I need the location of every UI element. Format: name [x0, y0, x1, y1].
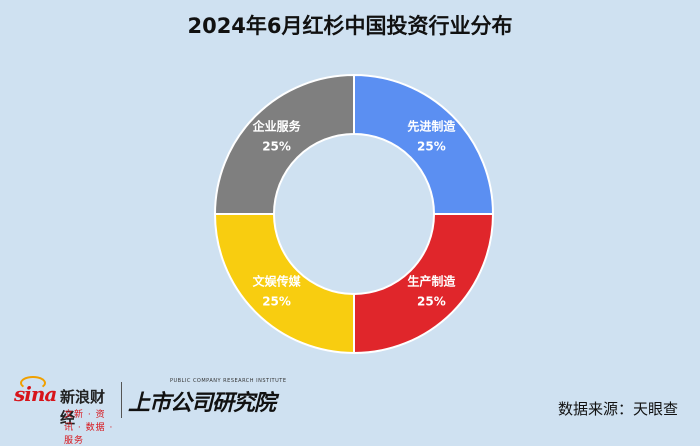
slice-value-label-4: 25%	[262, 140, 291, 154]
institute-english-name: PUBLIC COMPANY RESEARCH INSTITUTE	[170, 378, 287, 384]
slice-name-label-1: 先进制造	[407, 119, 456, 134]
slice-value-label-2: 25%	[417, 294, 446, 308]
donut-chart: 先进制造 25% 生产制造 25% 文娱传媒 25% 企业服务 25%	[213, 73, 495, 355]
sina-finance-name: 新浪财经	[60, 388, 106, 427]
chart-title: 2024年6月红杉中国投资行业分布	[187, 14, 513, 38]
sina-finance-tagline: 文新 · 资讯 · 数据 · 服务	[64, 410, 114, 446]
footer: sina 新浪财经 文新 · 资讯 · 数据 · 服务 PUBLIC COMPA…	[0, 370, 700, 446]
logo-divider	[121, 382, 122, 418]
donut-slice-4	[213, 73, 355, 215]
donut-slice-1	[353, 73, 495, 215]
slice-value-label-3: 25%	[262, 294, 291, 308]
slice-name-label-2: 生产制造	[407, 273, 456, 288]
research-institute-logo: PUBLIC COMPANY RESEARCH INSTITUTE 上市公司研究…	[128, 378, 288, 426]
donut-slice-3	[213, 213, 355, 355]
slice-name-label-4: 企业服务	[252, 119, 302, 134]
sina-eye-icon	[20, 376, 46, 390]
sina-finance-logo: sina 新浪财经 文新 · 资讯 · 数据 · 服务	[14, 376, 114, 446]
institute-name: 上市公司研究院	[128, 390, 276, 416]
slice-value-label-1: 25%	[417, 140, 446, 154]
slice-name-label-3: 文娱传媒	[253, 273, 302, 288]
donut-slice-2	[353, 213, 495, 355]
sina-logo-text: sina	[14, 382, 57, 406]
data-source: 数据来源：天眼查	[557, 400, 678, 418]
